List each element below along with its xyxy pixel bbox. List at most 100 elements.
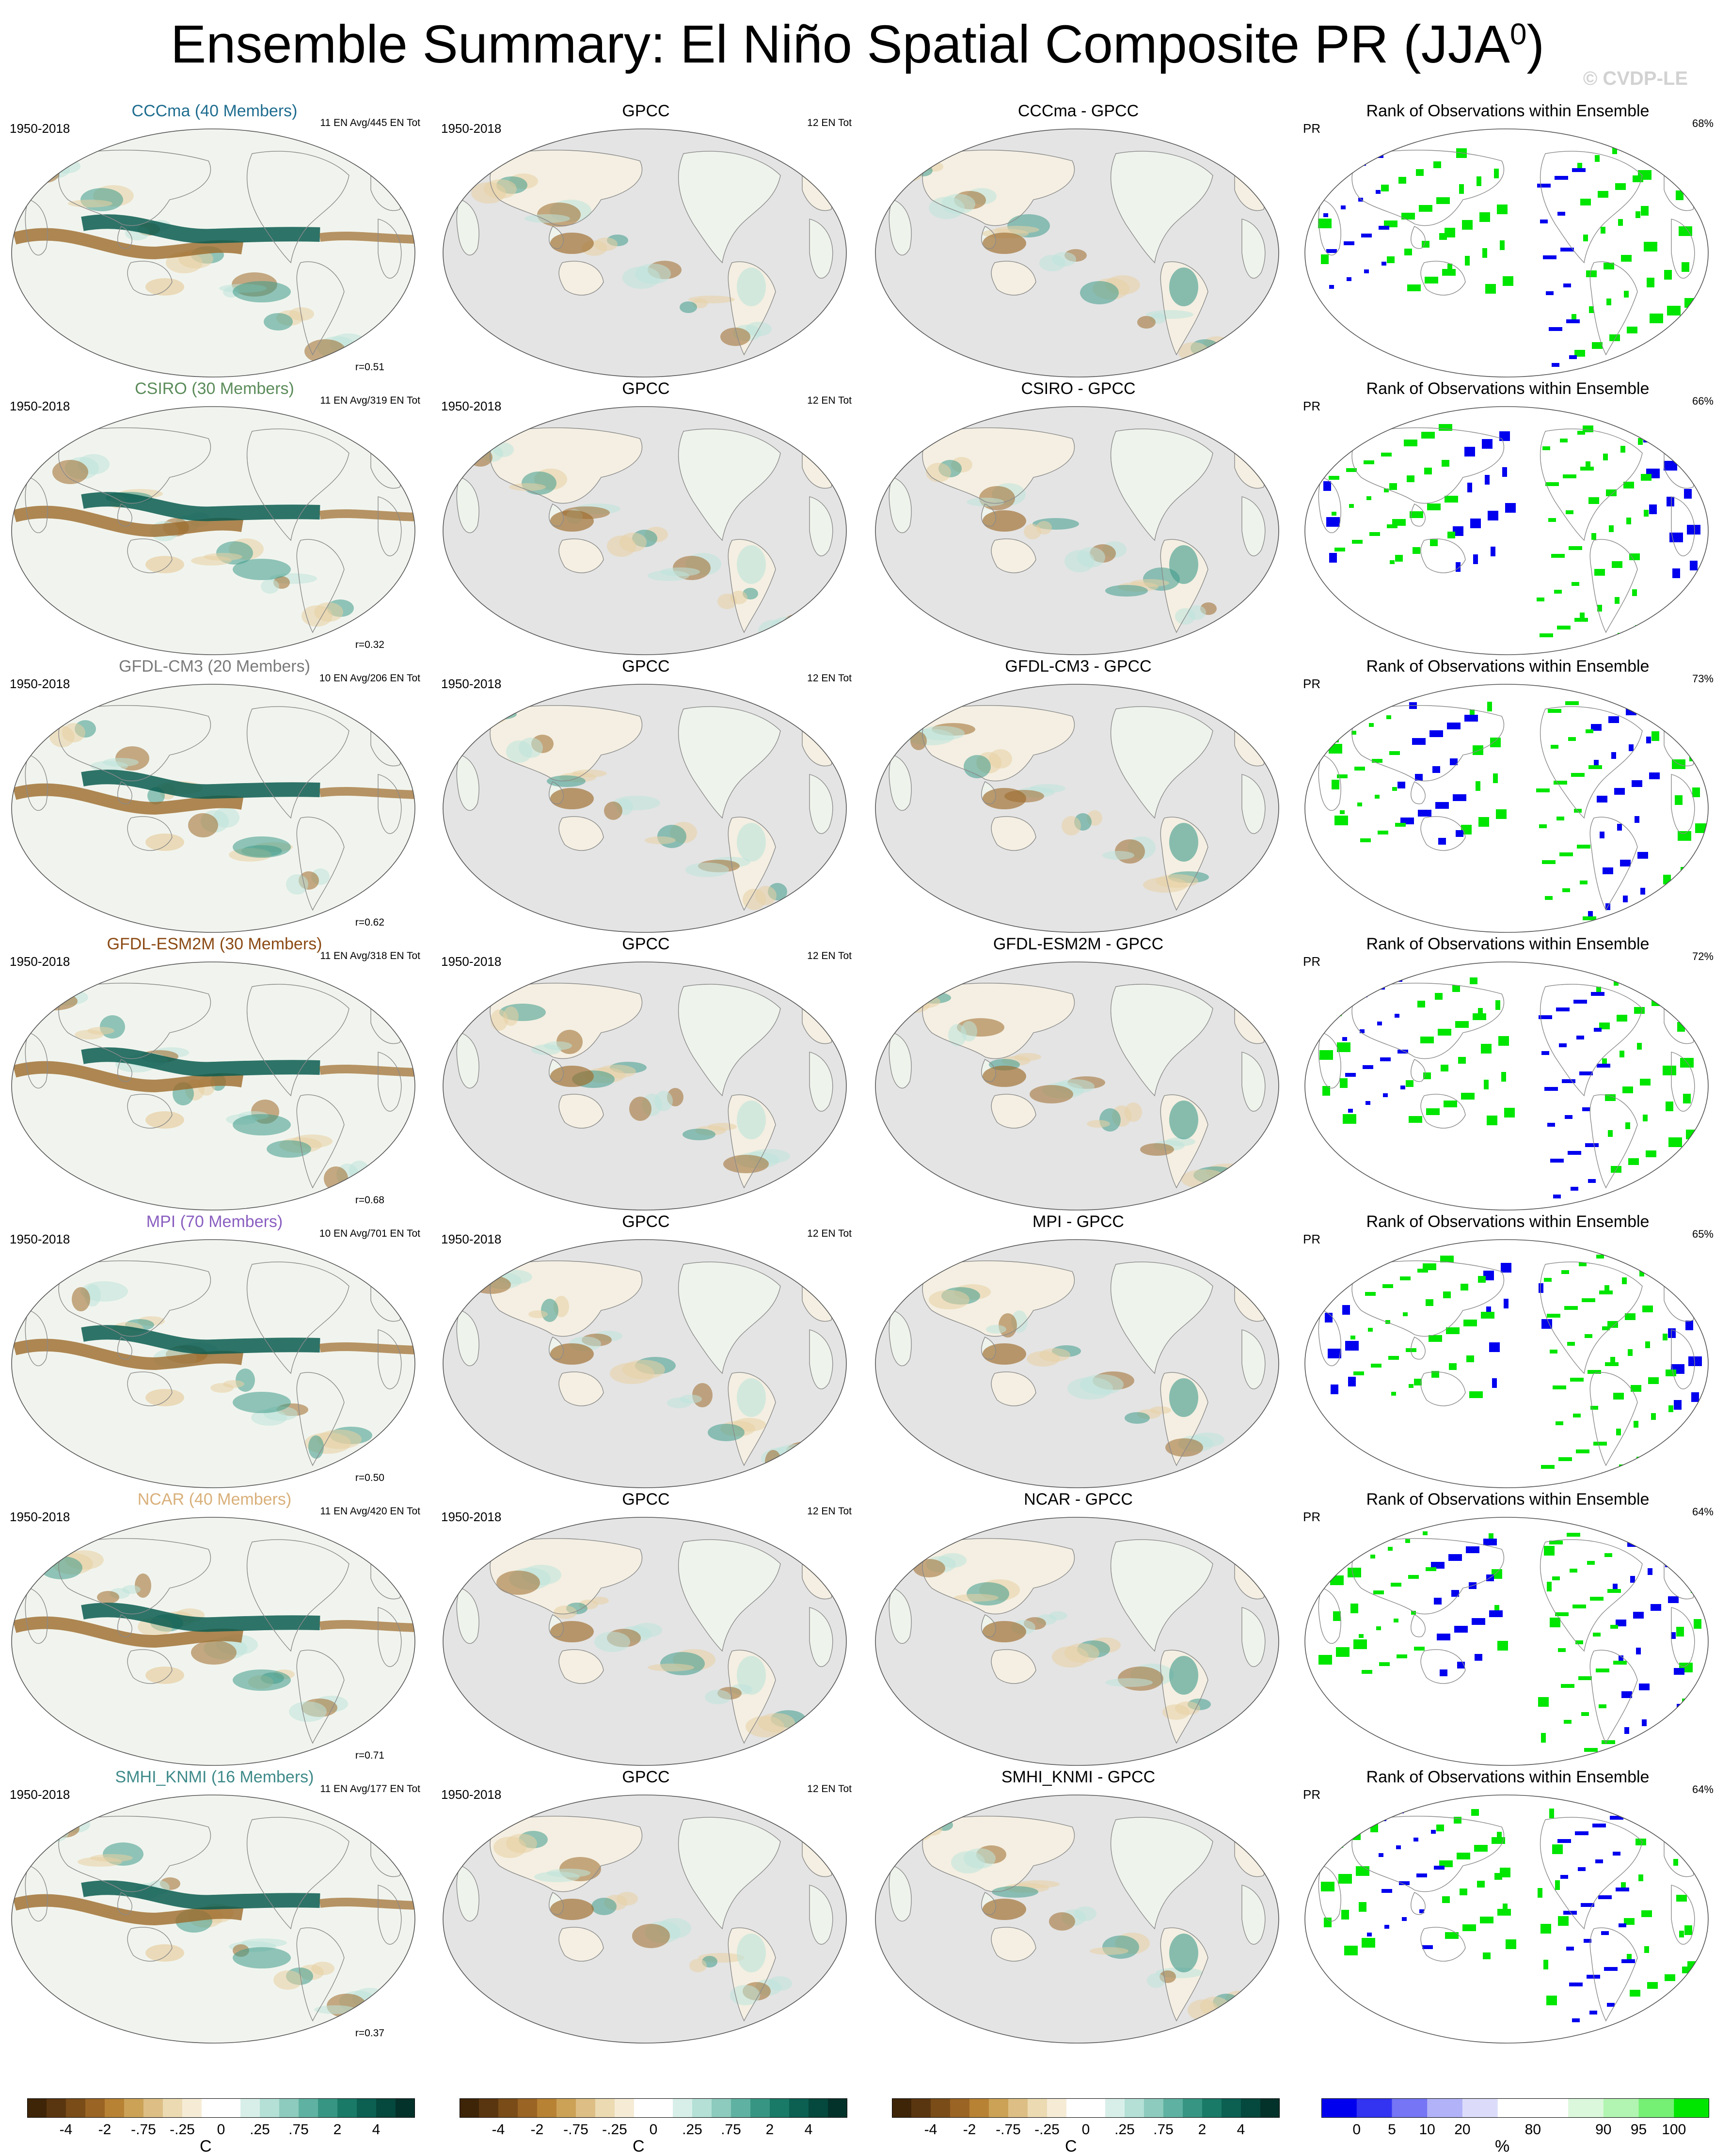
difference-title: MPI - GPCC (1032, 1212, 1124, 1231)
obs-period-label: 1950-2018 (441, 677, 502, 691)
model-composite-map (11, 961, 415, 1211)
obs-composite-map (443, 128, 847, 378)
diff-panel: CCCma - GPCC (864, 102, 1293, 380)
anom-colorbar-2 (460, 2098, 848, 2118)
colorbar-swatch (47, 2098, 66, 2118)
colorbar-swatch (1260, 2098, 1280, 2118)
rank-colorbar (1321, 2098, 1710, 2118)
rank-map (1304, 406, 1709, 655)
colorbar-swatch (556, 2098, 576, 2118)
period-label: 1950-2018 (10, 954, 70, 969)
colorbar-swatch (750, 2098, 770, 2118)
colorbar-tick-label: -2 (530, 2122, 544, 2138)
model-composite-map (11, 684, 415, 933)
diff-panel: CSIRO - GPCC (864, 379, 1293, 658)
obs-panel: GPCC 1950-2018 12 EN Tot (431, 1768, 860, 2046)
colorbar-swatch (143, 2098, 163, 2118)
rank-panel: Rank of Observations within Ensemble PR 64… (1293, 1768, 1715, 2046)
colorbar-tick-label: 2 (1198, 2122, 1207, 2138)
colorbar-swatch (615, 2098, 635, 2118)
colorbar-swatch (260, 2098, 280, 2118)
colorbar-swatch (1066, 2098, 1086, 2118)
colorbar-swatch (731, 2098, 751, 2118)
rank-variable-label: PR (1303, 121, 1321, 136)
colorbar-swatch (1674, 2098, 1710, 2118)
colorbar-tick-label: 90 (1595, 2122, 1612, 2138)
colorbar-swatch (1183, 2098, 1203, 2118)
difference-title: CSIRO - GPCC (1021, 379, 1136, 398)
obs-en-count-label: 12 EN Tot (807, 1783, 852, 1794)
colorbar-swatch (163, 2098, 183, 2118)
rank-variable-label: PR (1303, 1787, 1321, 1802)
obs-en-count-label: 12 EN Tot (807, 117, 852, 128)
anom-colorbar-2-ticks: -4 -2 -.75 -.25 0 .25 .75 2 4 (460, 2122, 847, 2141)
colorbar-tick-label: 80 (1524, 2122, 1541, 2138)
model-title: GFDL-ESM2M (30 Members) (107, 935, 322, 953)
anom-colorbar-2-unit: C (633, 2137, 645, 2156)
obs-period-label: 1950-2018 (441, 1232, 502, 1246)
diff-panel: SMHI_KNMI - GPCC (864, 1768, 1293, 2046)
colorbar-swatch (1427, 2098, 1463, 2118)
colorbar-tick-label: 100 (1662, 2122, 1686, 2138)
colorbar-swatches (460, 2098, 848, 2118)
obs-title: GPCC (622, 935, 670, 953)
model-title: GFDL-CM3 (20 Members) (119, 657, 310, 676)
model-composite-map (11, 1794, 415, 2044)
colorbar-tick-label: 4 (1237, 2122, 1245, 2138)
colorbar-swatch (240, 2098, 260, 2118)
title-close: ) (1526, 15, 1545, 74)
rank-colorbar-ticks: 0 5 10 20 80 90 95 100 (1321, 2122, 1709, 2141)
model-panel: CSIRO (30 Members) 1950-2018 11 EN Avg/319… (0, 379, 429, 658)
colorbar-tick-label: .75 (288, 2122, 309, 2138)
pattern-correlation: r=0.71 (355, 1750, 384, 1761)
rank-map (1304, 128, 1709, 378)
colorbar-swatch (105, 2098, 125, 2118)
difference-map (875, 961, 1279, 1211)
colorbar-tick-label: 0 (1352, 2122, 1361, 2138)
obs-composite-map (443, 406, 847, 655)
colorbar-tick-label: .25 (682, 2122, 702, 2138)
model-title: MPI (70 Members) (146, 1212, 283, 1231)
difference-title: NCAR - GPCC (1024, 1490, 1133, 1509)
rank-percent-label: 66% (1692, 395, 1714, 407)
obs-composite-map (443, 1794, 847, 2044)
colorbar-swatch (969, 2098, 989, 2118)
colorbar-tick-label: 4 (372, 2122, 381, 2138)
rank-variable-label: PR (1303, 954, 1321, 969)
colorbar-tick-label: 0 (649, 2122, 658, 2138)
colorbar-swatch (318, 2098, 338, 2118)
en-count-label: 10 EN Avg/206 EN Tot (319, 673, 420, 684)
colorbar-swatch (1028, 2098, 1048, 2118)
colorbar-tick-label: 0 (1081, 2122, 1090, 2138)
period-label: 1950-2018 (10, 1510, 70, 1524)
anom-colorbar-3-unit: C (1065, 2137, 1077, 2156)
colorbar-swatch (1356, 2098, 1392, 2118)
colorbar-swatch (299, 2098, 318, 2118)
watermark: © CVDP-LE (1583, 68, 1688, 89)
model-title: CSIRO (30 Members) (135, 379, 294, 398)
rank-panel: Rank of Observations within Ensemble PR 64… (1293, 1490, 1715, 1768)
rank-percent-label: 73% (1692, 673, 1714, 685)
obs-panel: GPCC 1950-2018 12 EN Tot (431, 1212, 860, 1491)
colorbar-swatch (498, 2098, 518, 2118)
rank-panel: Rank of Observations within Ensemble PR 66… (1293, 379, 1715, 658)
rank-map (1304, 961, 1709, 1211)
rank-title: Rank of Observations within Ensemble (1366, 1212, 1650, 1231)
colorbar-swatch (1462, 2098, 1498, 2118)
obs-period-label: 1950-2018 (441, 399, 502, 413)
colorbar-swatch (828, 2098, 848, 2118)
colorbar-swatch (576, 2098, 596, 2118)
colorbar-tick-label: -2 (98, 2122, 111, 2138)
colorbar-tick-label: 20 (1454, 2122, 1471, 2138)
rank-variable-label: PR (1303, 399, 1321, 413)
colorbar-swatch (1497, 2098, 1533, 2118)
model-title: CCCma (40 Members) (131, 102, 298, 120)
colorbar-swatch (634, 2098, 654, 2118)
colorbar-swatch (989, 2098, 1009, 2118)
colorbar-tick-label: 4 (804, 2122, 813, 2138)
diff-panel: NCAR - GPCC (864, 1490, 1293, 1768)
anom-colorbar-1 (27, 2098, 415, 2118)
obs-period-label: 1950-2018 (441, 954, 502, 969)
colorbar-tick-label: -.75 (996, 2122, 1021, 2138)
colorbar-swatch (537, 2098, 557, 2118)
